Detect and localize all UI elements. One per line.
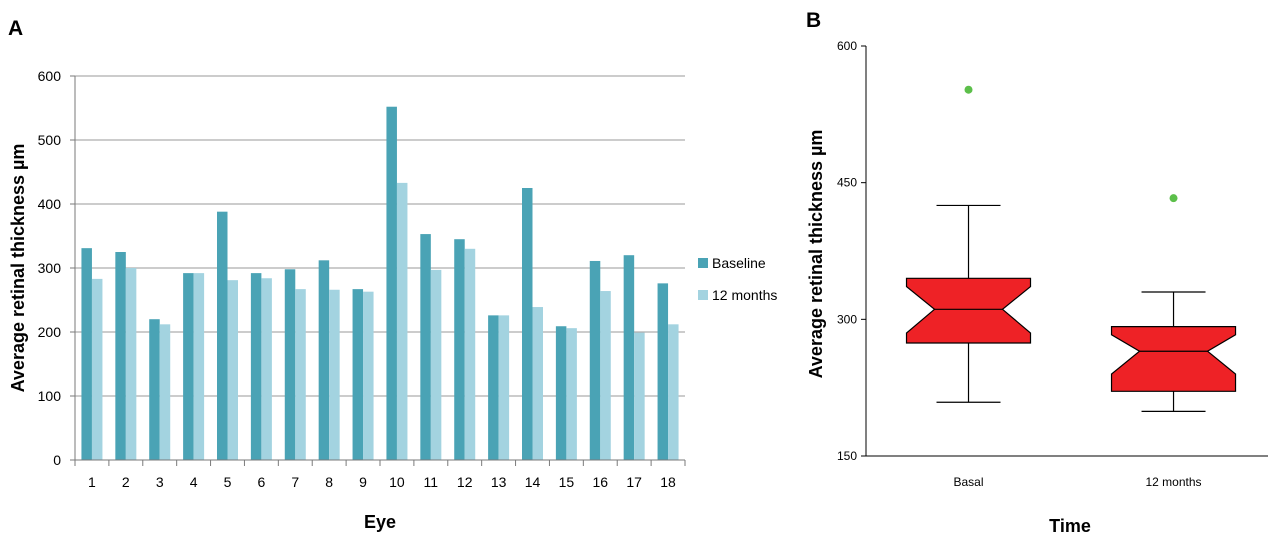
a-x-tick-label: 15: [559, 474, 575, 490]
bar-12-months-eye-14: [532, 307, 543, 460]
b-x-axis-title: Time: [1049, 516, 1091, 535]
bar-12-months-eye-3: [159, 324, 171, 460]
bar-baseline-eye-11: [420, 234, 431, 460]
bar-baseline-eye-3: [149, 319, 160, 460]
a-x-tick-label: 1: [88, 474, 96, 490]
panel-label-a: A: [8, 17, 23, 40]
a-x-tick-label: 4: [190, 474, 198, 490]
b-y-tick-label: 600: [837, 39, 857, 53]
b-y-tick-label: 450: [837, 176, 857, 190]
bar-12-months-eye-18: [668, 324, 679, 460]
a-x-axis-title: Eye: [364, 512, 396, 532]
bar-12-months-eye-17: [634, 332, 645, 460]
bar-12-months-eye-15: [566, 328, 577, 460]
a-x-tick-label: 8: [325, 474, 333, 490]
bar-12-months-eye-5: [227, 280, 238, 460]
bar-baseline-eye-9: [352, 289, 364, 460]
bar-baseline-eye-18: [657, 283, 669, 460]
bar-baseline-eye-17: [623, 255, 635, 460]
a-x-tick-label: 11: [424, 474, 439, 490]
a-gridlines: [75, 75, 685, 397]
a-x-tick-label: 18: [660, 474, 676, 490]
b-axes: [861, 45, 1268, 457]
a-axes: [70, 75, 686, 466]
bar-12-months-eye-7: [295, 289, 306, 460]
a-y-axis-title: Average retinal thickness µm: [8, 144, 28, 393]
a-x-tick-label: 7: [291, 474, 299, 490]
bar-baseline-eye-10: [386, 106, 397, 460]
bar-baseline-eye-12: [454, 239, 465, 460]
bar-baseline-eye-6: [250, 273, 262, 460]
bar-baseline-eye-4: [183, 273, 194, 460]
bar-12-months-eye-4: [193, 273, 205, 460]
bar-12-months-eye-16: [600, 291, 611, 460]
a-x-tick-label: 10: [389, 474, 405, 490]
a-x-tick-label: 6: [257, 474, 265, 490]
a-x-tick-label: 14: [525, 474, 541, 490]
b-outlier-12-months: [1169, 194, 1178, 203]
b-x-tick-label: Basal: [953, 475, 983, 489]
bar-12-months-eye-13: [498, 315, 510, 460]
bar-baseline-eye-8: [318, 260, 330, 460]
a-legend: Baseline 12 months: [698, 255, 777, 303]
a-x-tick-label: 9: [359, 474, 367, 490]
bar-12-months-eye-1: [91, 278, 103, 460]
bar-12-months-eye-2: [125, 268, 137, 460]
bar-baseline-eye-15: [555, 326, 567, 460]
b-y-tick-labels: 150 300 450 600: [837, 39, 857, 463]
a-y-tick-label: 400: [38, 196, 62, 212]
b-box-basal: [905, 277, 1032, 344]
bar-baseline-eye-14: [522, 188, 533, 460]
bar-baseline-eye-5: [217, 211, 228, 460]
bar-baseline-eye-7: [284, 269, 296, 460]
bar-12-months-eye-11: [430, 269, 442, 460]
a-x-tick-labels: 1 2 3 4 5 6 7 8 9 10 11 12 13 14 15 16 17 18: [88, 474, 676, 490]
a-x-tick-label: 12: [457, 474, 473, 490]
bar-baseline-eye-2: [115, 252, 126, 460]
a-x-tick-label: 3: [156, 474, 164, 490]
b-x-tick-label: 12 months: [1146, 475, 1202, 489]
box-plot-panel: B 150 300 450 600 Basal 12 months Time Avera…: [806, 9, 1268, 535]
bar-12-months-eye-9: [363, 291, 374, 460]
legend-label-baseline: Baseline: [712, 255, 766, 271]
a-x-tick-label: 2: [122, 474, 130, 490]
a-y-tick-label: 500: [38, 132, 62, 148]
b-box-12-months: [1110, 326, 1237, 392]
bar-baseline-eye-1: [81, 248, 92, 460]
a-bars: [81, 106, 679, 460]
a-x-tick-label: 13: [491, 474, 507, 490]
b-y-axis-title: Average retinal thickness µm: [806, 130, 826, 379]
legend-swatch-baseline: [698, 258, 708, 268]
a-y-tick-label: 200: [38, 324, 62, 340]
bar-12-months-eye-10: [396, 182, 408, 460]
a-y-tick-label: 0: [53, 452, 61, 468]
a-x-tick-label: 16: [592, 474, 608, 490]
panel-label-b: B: [806, 9, 821, 32]
a-x-tick-label: 5: [224, 474, 232, 490]
bar-12-months-eye-6: [261, 278, 272, 460]
b-x-tick-labels: Basal 12 months: [953, 475, 1201, 489]
b-boxes: [905, 85, 1237, 412]
a-y-tick-labels: 0 100 200 300 400 500 600: [38, 68, 62, 468]
bar-12-months-eye-12: [464, 248, 476, 460]
b-outlier-basal: [964, 85, 973, 94]
b-y-tick-label: 300: [837, 312, 857, 326]
a-y-tick-label: 100: [38, 388, 62, 404]
bar-baseline-eye-13: [488, 315, 499, 460]
b-y-tick-label: 150: [837, 449, 857, 463]
a-x-tick-label: 17: [626, 474, 642, 490]
legend-swatch-12-months: [698, 290, 708, 300]
bar-12-months-eye-8: [329, 289, 340, 460]
a-y-tick-label: 300: [38, 260, 62, 276]
a-y-tick-label: 600: [38, 68, 62, 84]
legend-label-12-months: 12 months: [712, 287, 777, 303]
bar-baseline-eye-16: [589, 260, 601, 460]
